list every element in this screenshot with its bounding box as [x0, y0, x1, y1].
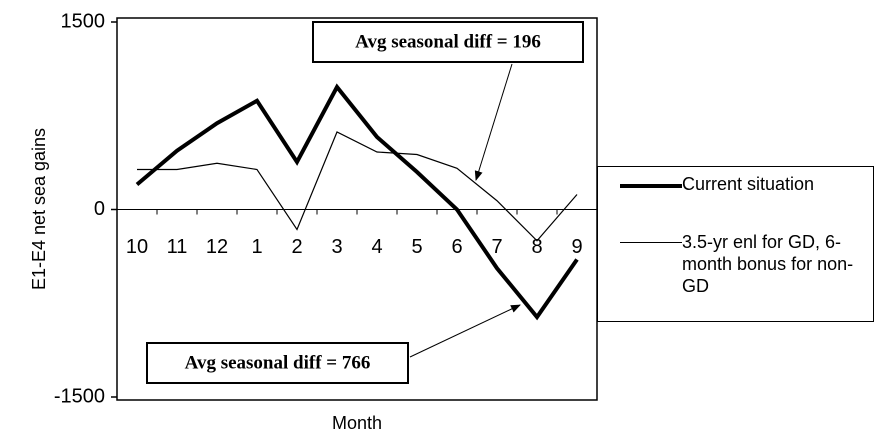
- x-tick-label: 6: [451, 236, 462, 258]
- annotation-box: [312, 21, 584, 63]
- annotation-arrow: [409, 304, 521, 358]
- x-tick-label: 9: [571, 236, 582, 258]
- x-tick-label: 10: [126, 236, 148, 258]
- annotation: Avg seasonal diff = 196: [355, 31, 541, 52]
- legend-item: Current situation: [620, 173, 867, 195]
- x-tick-label: 4: [371, 236, 382, 258]
- x-tick-label: 2: [291, 236, 302, 258]
- y-tick-label: 1500: [61, 10, 106, 32]
- legend-swatch: [620, 242, 682, 243]
- x-tick-label: 3: [331, 236, 342, 258]
- legend-label: 3.5-yr enl for GD, 6-month bonus for non…: [682, 232, 854, 296]
- x-tick-label: 1: [251, 236, 262, 258]
- annotation-arrow: [474, 63, 513, 181]
- series-line: [135, 83, 579, 321]
- x-tick-label: 5: [411, 236, 422, 258]
- y-tick-label: -1500: [54, 385, 105, 407]
- annotation-box: [146, 342, 409, 384]
- x-tick-label: 12: [206, 236, 228, 258]
- x-tick-label: 8: [531, 236, 542, 258]
- annotation: Avg seasonal diff = 766: [185, 352, 371, 373]
- legend-label: Current situation: [682, 174, 815, 194]
- legend: Current situation 3.5-yr enl for GD, 6-mo…: [597, 166, 874, 322]
- legend-item: 3.5-yr enl for GD, 6-month bonus for non…: [620, 231, 867, 297]
- y-tick-label: 0: [94, 198, 105, 220]
- x-tick-label: 7: [491, 236, 502, 258]
- series-line: [137, 131, 578, 242]
- x-axis-label: Month: [332, 413, 382, 433]
- legend-swatch: [620, 184, 682, 188]
- y-axis-label: E1-E4 net sea gains: [29, 128, 49, 290]
- x-tick-label: 11: [167, 236, 188, 258]
